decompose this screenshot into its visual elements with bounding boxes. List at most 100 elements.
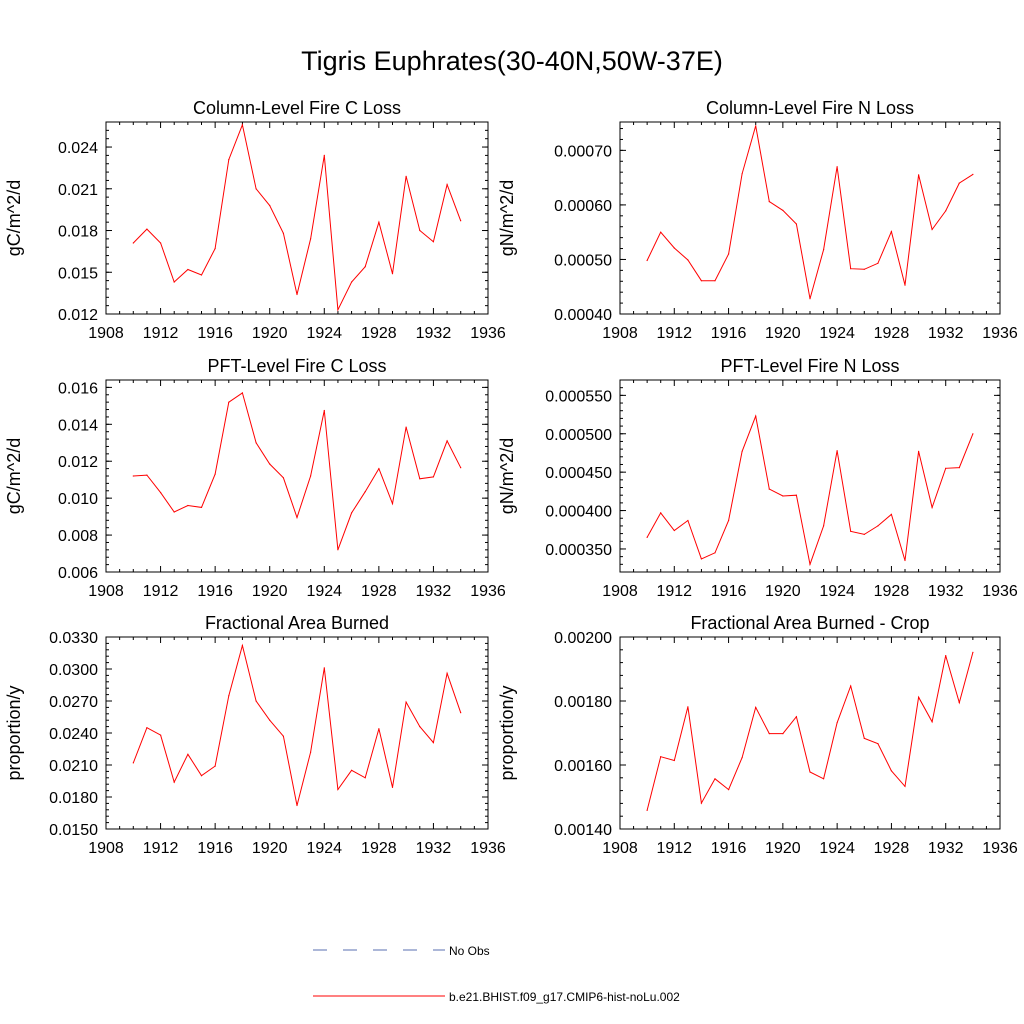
data-point bbox=[228, 695, 230, 697]
data-point bbox=[323, 667, 325, 669]
data-point bbox=[836, 722, 838, 724]
y-tick-label: 0.00200 bbox=[554, 630, 612, 647]
data-point bbox=[296, 293, 298, 296]
y-tick-label: 0.0330 bbox=[49, 630, 98, 647]
chart-panel-4: PFT-Level Fire N Loss 1908 1912 1916 1920 192… bbox=[497, 356, 1018, 600]
x-tick-label: 1908 bbox=[602, 325, 638, 342]
data-point bbox=[660, 512, 662, 514]
data-point bbox=[741, 757, 743, 759]
data-point bbox=[660, 231, 662, 233]
x-tick-label: 1928 bbox=[361, 840, 397, 857]
data-point bbox=[673, 247, 675, 249]
chart-panel-3: PFT-Level Fire C Loss 1908 1912 1916 1920 192… bbox=[4, 356, 506, 600]
y-tick-label: 0.0270 bbox=[49, 694, 98, 711]
data-point bbox=[863, 533, 865, 536]
data-point bbox=[823, 525, 825, 527]
data-point bbox=[214, 765, 216, 767]
y-axis-label: proportion/y bbox=[497, 685, 517, 780]
data-point bbox=[687, 259, 689, 261]
y-tick-label: 0.0300 bbox=[49, 662, 98, 679]
plot-frame bbox=[619, 121, 1001, 315]
y-tick-label: 0.024 bbox=[58, 140, 98, 157]
data-point bbox=[214, 248, 216, 250]
data-point bbox=[160, 242, 162, 244]
x-tick-label: 1908 bbox=[88, 840, 124, 857]
data-point bbox=[255, 442, 257, 444]
data-point bbox=[146, 474, 148, 476]
data-point bbox=[337, 549, 339, 551]
data-point bbox=[228, 159, 230, 161]
data-point bbox=[741, 450, 743, 452]
data-point bbox=[890, 513, 893, 516]
data-point bbox=[863, 737, 865, 740]
data-point bbox=[282, 735, 284, 737]
x-tick-label: 1920 bbox=[765, 325, 801, 342]
data-point bbox=[890, 231, 893, 233]
data-point bbox=[351, 281, 353, 283]
y-tick-label: 0.014 bbox=[58, 417, 98, 434]
data-point bbox=[700, 280, 703, 282]
data-point bbox=[391, 503, 394, 505]
y-tick-label: 0.00160 bbox=[554, 758, 612, 775]
data-point bbox=[782, 209, 784, 211]
data-point bbox=[700, 558, 703, 560]
y-axis-label: gN/m^2/d bbox=[497, 180, 517, 256]
series-line bbox=[132, 123, 462, 312]
data-point bbox=[241, 124, 243, 126]
y-tick-label: 0.00050 bbox=[554, 252, 612, 269]
data-point bbox=[269, 463, 271, 465]
data-point bbox=[187, 753, 189, 755]
x-tick-label: 1924 bbox=[306, 840, 342, 857]
data-point bbox=[214, 473, 216, 475]
y-tick-label: 0.0180 bbox=[49, 790, 98, 807]
y-tick-label: 0.018 bbox=[58, 224, 98, 241]
data-point bbox=[351, 512, 353, 514]
data-point bbox=[378, 728, 380, 730]
x-tick-label: 1932 bbox=[928, 840, 964, 857]
x-tick-label: 1920 bbox=[765, 840, 801, 857]
data-point bbox=[782, 733, 784, 735]
data-point bbox=[187, 268, 189, 271]
data-point bbox=[269, 204, 271, 207]
data-point bbox=[958, 467, 960, 469]
y-tick-label: 0.0150 bbox=[49, 822, 98, 839]
data-point bbox=[323, 154, 325, 156]
y-axis-label: proportion/y bbox=[4, 685, 24, 780]
y-axis-label: gC/m^2/d bbox=[4, 180, 24, 256]
data-point bbox=[931, 721, 933, 723]
data-point bbox=[850, 268, 852, 270]
chart-panel-2: Column-Level Fire N Loss 1908 1912 1916 1920… bbox=[497, 98, 1018, 342]
data-point bbox=[809, 563, 811, 565]
x-tick-label: 1916 bbox=[711, 583, 747, 600]
plot-frame bbox=[105, 379, 489, 573]
data-point bbox=[132, 762, 134, 764]
data-point bbox=[728, 519, 730, 522]
x-tick-label: 1912 bbox=[143, 325, 179, 342]
data-point bbox=[364, 777, 366, 779]
data-point bbox=[364, 491, 366, 493]
x-tick-label: 1932 bbox=[416, 325, 452, 342]
y-tick-label: 0.021 bbox=[58, 182, 98, 199]
data-point bbox=[809, 298, 811, 300]
data-point bbox=[378, 468, 380, 470]
data-point bbox=[391, 786, 394, 789]
y-tick-label: 0.0210 bbox=[49, 758, 98, 775]
x-tick-label: 1908 bbox=[602, 840, 638, 857]
x-tick-label: 1924 bbox=[819, 325, 855, 342]
x-tick-label: 1932 bbox=[928, 583, 964, 600]
data-point bbox=[714, 280, 716, 282]
chart-title: Fractional Area Burned - Crop bbox=[690, 613, 929, 633]
data-point bbox=[419, 478, 421, 480]
x-tick-label: 1924 bbox=[306, 325, 342, 342]
data-point bbox=[228, 401, 230, 403]
series-line bbox=[132, 643, 462, 806]
plot-frame bbox=[105, 636, 489, 830]
y-tick-label: 0.012 bbox=[58, 307, 98, 324]
y-tick-label: 0.012 bbox=[58, 454, 98, 471]
data-point bbox=[673, 759, 675, 762]
data-point bbox=[432, 742, 434, 744]
data-point bbox=[255, 188, 257, 190]
data-point bbox=[282, 232, 284, 234]
y-axis-label: gC/m^2/d bbox=[4, 438, 24, 514]
